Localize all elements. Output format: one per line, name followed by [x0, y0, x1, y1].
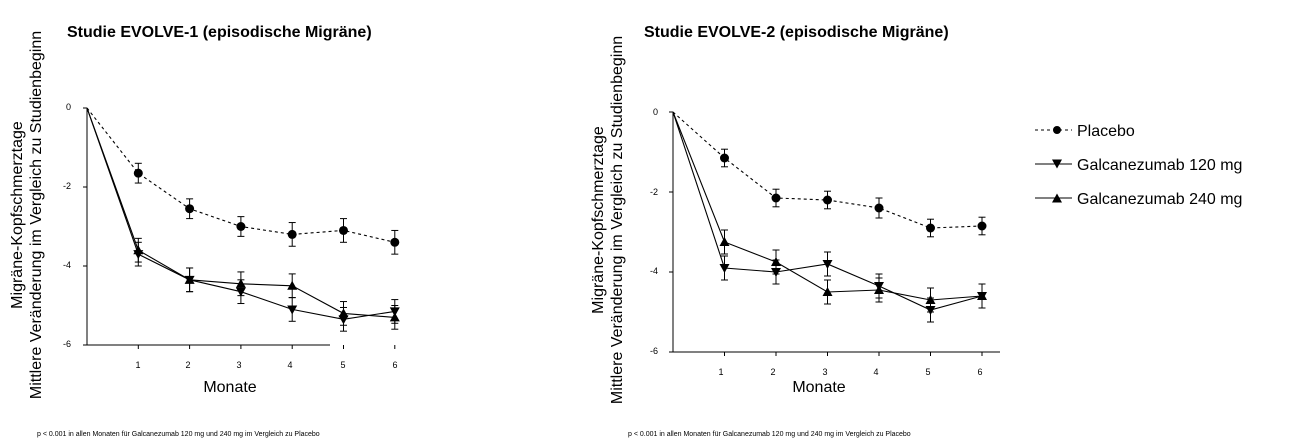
y-axis-label-line-1: Migräne-Kopfschmerztage: [590, 126, 607, 314]
legend-label: Galcanezumab 120 mg: [1077, 157, 1242, 174]
data-point-placebo: [390, 237, 400, 247]
x-tick-label: 2: [770, 367, 775, 377]
legend-item-galcanezumab-120: Galcanezumab 120 mg: [1035, 157, 1242, 174]
data-point-galcanezumab-240-mg: [184, 274, 195, 284]
chart-panel-evolve-1: Studie EVOLVE-1 (episodische Migräne) Mi…: [9, 24, 398, 438]
y-tick-label: -4: [63, 260, 71, 270]
data-point-galcanezumab-120-mg: [287, 305, 298, 315]
triangle-up-marker-icon: [1052, 193, 1062, 203]
data-point-placebo: [339, 225, 348, 235]
data-point-galcanezumab-240-mg: [389, 312, 400, 322]
chart-title: Studie EVOLVE-1 (episodische Migräne): [67, 24, 372, 41]
legend-item-galcanezumab-240: Galcanezumab 240 mg: [1035, 191, 1242, 208]
legend-label: Galcanezumab 240 mg: [1077, 191, 1242, 208]
legend: Placebo Galcanezumab 120 mg Galcanezumab…: [1035, 123, 1242, 208]
x-tick-label: 1: [135, 360, 140, 370]
series-line-placebo: [672, 111, 983, 229]
triangle-down-marker-icon: [1052, 159, 1062, 169]
data-point-placebo: [823, 195, 832, 205]
data-point-placebo: [236, 222, 246, 231]
plot-area-evolve-1: [83, 107, 400, 349]
y-axis-label-line-1: Migräne-Kopfschmerztage: [9, 121, 26, 309]
y-tick-label: -2: [650, 187, 658, 197]
data-point-placebo: [185, 204, 195, 214]
x-tick-label: 2: [185, 360, 190, 370]
y-tick-label: 0: [66, 102, 71, 112]
plot-area-evolve-2: [669, 111, 987, 356]
legend-label: Placebo: [1077, 123, 1135, 140]
data-point-placebo: [926, 223, 935, 233]
data-point-galcanezumab-240-mg: [338, 308, 349, 318]
data-point-galcanezumab-240-mg: [287, 280, 298, 290]
x-tick-label: 6: [392, 360, 397, 370]
y-axis-label-line-2: Mittlere Veränderung im Vergleich zu Stu…: [28, 31, 45, 399]
data-point-galcanezumab-120-mg: [822, 260, 833, 269]
x-tick-label: 5: [925, 367, 930, 377]
y-tick-label: -6: [63, 339, 71, 349]
data-point-galcanezumab-240-mg: [925, 295, 936, 304]
data-point-galcanezumab-240-mg: [133, 245, 144, 255]
data-point-placebo: [133, 168, 143, 178]
y-tick-label: -4: [650, 266, 658, 276]
footnote: p < 0.001 in allen Monaten für Galcanezu…: [628, 431, 911, 438]
data-point-galcanezumab-240-mg: [235, 278, 246, 288]
x-tick-label: 5: [340, 360, 345, 370]
legend-item-placebo: Placebo: [1035, 123, 1135, 140]
x-tick-label: 3: [822, 367, 827, 377]
x-tick-label: 3: [236, 360, 241, 370]
x-axis-label: Monate: [792, 379, 845, 396]
y-tick-label: -6: [650, 346, 658, 356]
x-tick-label: 4: [287, 360, 292, 370]
x-tick-label: 1: [718, 367, 723, 377]
y-tick-label: 0: [653, 107, 658, 117]
x-axis-label: Monate: [203, 379, 256, 396]
chart-panel-evolve-2: Studie EVOLVE-2 (episodische Migräne) Mi…: [590, 24, 1000, 438]
data-point-galcanezumab-240-mg: [874, 285, 884, 294]
x-tick-label: 6: [977, 367, 982, 377]
circle-marker-icon: [1053, 126, 1061, 134]
data-point-galcanezumab-240-mg: [822, 287, 833, 296]
x-tick-label: 4: [873, 367, 878, 377]
data-point-placebo: [977, 221, 987, 231]
data-point-galcanezumab-240-mg: [977, 291, 987, 300]
y-tick-label: -2: [63, 181, 71, 191]
data-point-galcanezumab-240-mg: [719, 237, 730, 246]
data-point-galcanezumab-120-mg: [719, 264, 730, 273]
y-axis-label-line-2: Mittlere Veränderung im Vergleich zu Stu…: [609, 36, 626, 404]
chart-title: Studie EVOLVE-2 (episodische Migräne): [644, 24, 949, 41]
data-point-placebo: [874, 203, 884, 213]
footnote: p < 0.001 in allen Monaten für Galcanezu…: [37, 431, 320, 438]
data-point-placebo: [771, 193, 781, 203]
data-point-placebo: [287, 229, 297, 239]
data-point-placebo: [720, 153, 729, 163]
data-point-galcanezumab-240-mg: [771, 257, 781, 266]
